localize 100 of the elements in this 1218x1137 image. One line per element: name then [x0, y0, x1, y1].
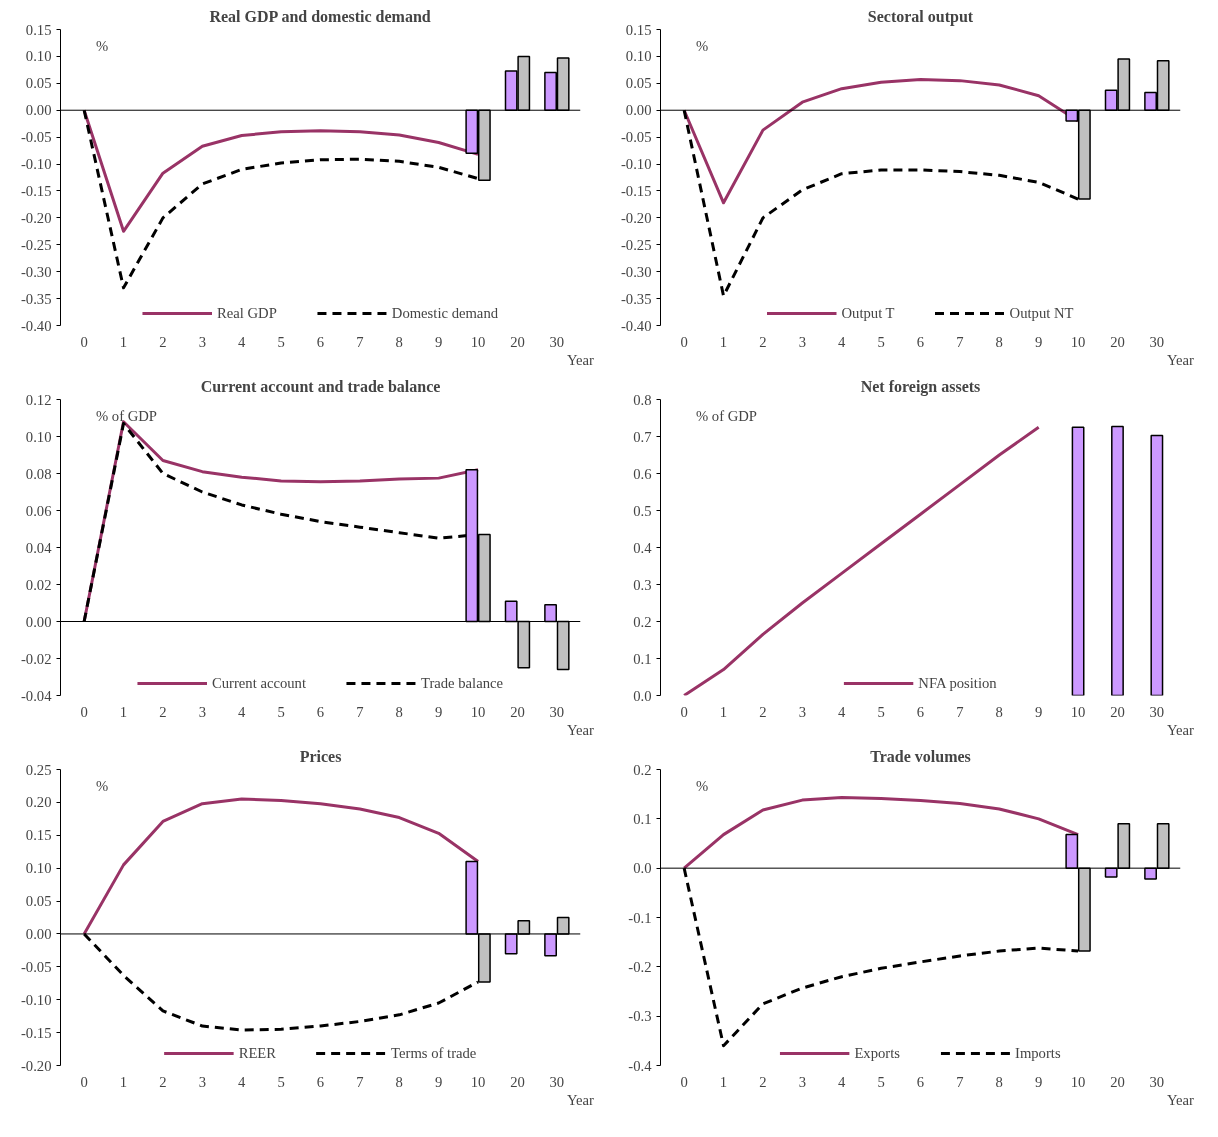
- x-tick-label: 5: [877, 333, 885, 350]
- x-tick-label: 8: [995, 1073, 1003, 1090]
- x-tick-label: 30: [549, 333, 565, 350]
- x-tick-label: 20: [510, 1073, 525, 1090]
- x-tick-label: 2: [759, 703, 767, 720]
- x-tick-label: 8: [995, 703, 1003, 720]
- y-tick-label: 0.20: [25, 794, 52, 811]
- chart-title: Current account and trade balance: [200, 377, 441, 395]
- chart-title: Net foreign assets: [860, 377, 981, 396]
- x-tick-label: 3: [198, 1073, 206, 1090]
- chart-title: Real GDP and domestic demand: [209, 7, 431, 25]
- legend-label: Real GDP: [216, 304, 277, 322]
- x-tick-label: 9: [435, 703, 443, 720]
- y-tick-label: -0.05: [20, 129, 52, 146]
- y-tick-label: 0.15: [25, 827, 52, 844]
- y-tick-label: 0.2: [633, 761, 652, 778]
- legend-label: Imports: [1015, 1044, 1061, 1062]
- x-tick-label: 10: [470, 1073, 486, 1090]
- y-tick-label: -0.10: [20, 991, 52, 1008]
- x-tick-label: 4: [838, 703, 847, 720]
- y-tick-label: -0.1: [628, 909, 652, 926]
- x-tick-label: 20: [1110, 703, 1125, 720]
- x-tick-label: 8: [395, 333, 403, 350]
- y-tick-label: 0.10: [625, 48, 652, 65]
- y-tick-label: -0.20: [620, 209, 652, 226]
- x-tick-label: 10: [1070, 333, 1086, 350]
- x-tick-label: 5: [277, 703, 285, 720]
- x-tick-label: 20: [510, 333, 525, 350]
- y-tick-label: 0.05: [25, 893, 52, 910]
- x-tick-label: 1: [119, 1073, 128, 1090]
- x-tick-label: 0: [680, 703, 688, 720]
- y-tick-label: 0.00: [625, 102, 652, 119]
- y-tick-label: 0.25: [25, 761, 52, 778]
- x-tick-label: 2: [759, 1073, 767, 1090]
- chart-title: Trade volumes: [870, 747, 971, 765]
- y-tick-label: -0.25: [20, 236, 52, 253]
- x-tick-label: 7: [356, 703, 364, 720]
- x-tick-label: 1: [719, 703, 728, 720]
- y-tick-label: 0.15: [25, 21, 52, 38]
- x-tick-label: 5: [277, 1073, 285, 1090]
- x-axis-title: Year: [567, 721, 595, 738]
- x-tick-label: 0: [680, 333, 688, 350]
- x-axis-title: Year: [1167, 721, 1195, 738]
- x-tick-label: 4: [238, 333, 247, 350]
- x-tick-label: 5: [277, 333, 285, 350]
- x-tick-label: 8: [995, 333, 1003, 350]
- legend-label: Output NT: [1009, 304, 1074, 322]
- y-tick-label: 0.00: [25, 102, 52, 119]
- y-tick-label: 0.05: [625, 75, 652, 92]
- x-tick-label: 10: [470, 703, 486, 720]
- y-tick-label: 0.6: [633, 465, 652, 482]
- x-tick-label: 0: [80, 703, 88, 720]
- x-tick-label: 10: [1070, 703, 1086, 720]
- x-tick-label: 6: [316, 703, 325, 720]
- x-tick-label: 2: [159, 1073, 167, 1090]
- y-tick-label: -0.2: [628, 958, 652, 975]
- x-tick-label: 30: [1149, 333, 1165, 350]
- y-tick-label: -0.10: [20, 156, 52, 173]
- x-tick-label: 0: [80, 1073, 88, 1090]
- x-tick-label: 10: [1070, 1073, 1086, 1090]
- y-tick-label: 0.3: [633, 576, 652, 593]
- x-axis-title: Year: [1167, 1091, 1195, 1108]
- y-tick-label: 0.1: [633, 650, 652, 667]
- y-tick-label: -0.15: [20, 1024, 52, 1041]
- x-tick-label: 7: [956, 1073, 964, 1090]
- x-tick-label: 1: [719, 333, 728, 350]
- x-tick-label: 9: [435, 333, 443, 350]
- y-tick-label: -0.04: [20, 687, 53, 704]
- x-tick-label: 2: [159, 703, 167, 720]
- chart-title: Prices: [299, 747, 342, 765]
- x-tick-label: 4: [238, 1073, 247, 1090]
- y-axis-title: % of GDP: [695, 407, 758, 424]
- legend-label: REER: [238, 1044, 277, 1062]
- x-tick-label: 10: [470, 333, 486, 350]
- x-tick-label: 3: [798, 1073, 806, 1090]
- y-tick-label: 0.0: [633, 860, 652, 877]
- y-tick-label: -0.05: [20, 958, 52, 975]
- y-axis-title: % of GDP: [95, 407, 158, 424]
- y-tick-label: 0.4: [633, 539, 653, 556]
- x-tick-label: 6: [316, 1073, 325, 1090]
- x-tick-label: 7: [356, 1073, 364, 1090]
- x-tick-label: 4: [238, 703, 247, 720]
- x-tick-label: 5: [877, 703, 885, 720]
- x-axis-title: Year: [567, 1091, 595, 1108]
- y-tick-label: 0.10: [25, 860, 52, 877]
- y-tick-label: 0.00: [25, 925, 52, 942]
- x-tick-label: 3: [198, 333, 206, 350]
- x-tick-label: 6: [916, 1073, 925, 1090]
- x-tick-label: 8: [395, 1073, 403, 1090]
- x-tick-label: 1: [119, 333, 128, 350]
- y-tick-label: 0.08: [25, 465, 52, 482]
- x-tick-label: 4: [838, 333, 847, 350]
- x-tick-label: 20: [1110, 1073, 1125, 1090]
- x-tick-label: 30: [549, 1073, 565, 1090]
- legend-label: Terms of trade: [391, 1044, 477, 1062]
- y-tick-label: 0.8: [633, 391, 652, 408]
- x-tick-label: 30: [1149, 703, 1165, 720]
- x-tick-label: 20: [1110, 333, 1125, 350]
- y-tick-label: -0.15: [620, 182, 652, 199]
- y-tick-label: -0.30: [620, 263, 652, 280]
